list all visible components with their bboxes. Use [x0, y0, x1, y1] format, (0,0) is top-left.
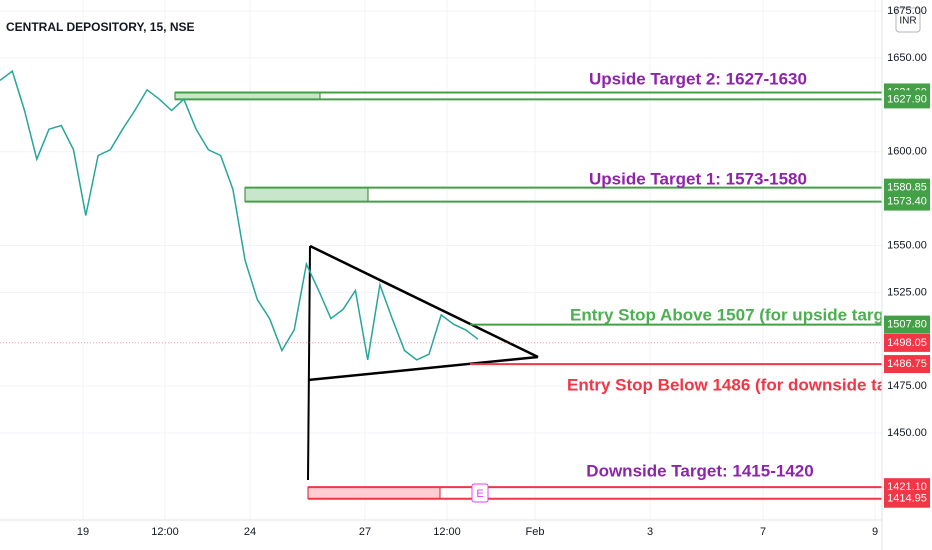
y-tick-label: 1450.00 [887, 427, 927, 439]
y-tick-label: 1675.00 [887, 5, 927, 17]
annotation: Entry Stop Below 1486 (for downside targ… [567, 375, 913, 394]
price-tag-label: 1627.90 [887, 93, 927, 105]
y-tick-label: 1550.00 [887, 239, 927, 251]
x-tick-label: 27 [359, 526, 371, 538]
last-price-label: 1498.05 [887, 337, 927, 349]
x-tick-label: 19 [77, 526, 89, 538]
x-tick-label: 9 [872, 526, 878, 538]
plot-area: Upside Target 2: 1627-1630 Upside Target … [0, 69, 913, 500]
y-tick-label: 1600.00 [887, 146, 927, 158]
event-marker-label: E [476, 488, 483, 500]
annotation: Upside Target 1: 1573-1580 [589, 169, 807, 188]
x-tick-label: 12:00 [151, 526, 179, 538]
x-tick-label: 24 [244, 526, 256, 538]
annotation: Downside Target: 1415-1420 [586, 461, 813, 480]
zone-box [307, 486, 441, 500]
price-tag [884, 355, 930, 374]
x-tick-label: 7 [760, 526, 766, 538]
y-tick-label: 1650.00 [887, 52, 927, 64]
currency-label: INR [899, 16, 916, 27]
price-line [0, 69, 479, 361]
chart-title: CENTRAL DEPOSITORY, 15, NSE [6, 20, 195, 34]
annotation: Entry Stop Above 1507 (for upside target… [570, 305, 909, 324]
x-tick-label: 3 [647, 526, 653, 538]
annotation: Upside Target 2: 1627-1630 [589, 69, 807, 88]
y-tick-label: 1475.00 [887, 380, 927, 392]
price-tag-label: 1573.40 [887, 195, 927, 207]
zone-box [244, 187, 369, 203]
event-marker [471, 483, 489, 503]
price-tag [884, 178, 930, 197]
y-tick-label: 1525.00 [887, 286, 927, 298]
price-tag-label: 1507.80 [887, 319, 927, 331]
triangle-top [309, 244, 539, 359]
currency-badge [895, 7, 921, 33]
grid [0, 0, 882, 520]
last-price-tag [884, 333, 930, 352]
x-tick-label: Feb [526, 526, 545, 538]
zone-box [174, 91, 321, 100]
price-tag-label: 1580.85 [887, 182, 927, 194]
price-tag [884, 192, 930, 211]
price-tag [884, 315, 930, 334]
x-tick-label: 12:00 [433, 526, 461, 538]
price-tag [884, 90, 930, 109]
triangle-side [307, 245, 311, 481]
price-tag [884, 489, 930, 508]
triangle-bottom [307, 355, 539, 382]
price-tag-label: 1486.75 [887, 358, 927, 370]
price-tag-label: 1414.95 [887, 493, 927, 505]
